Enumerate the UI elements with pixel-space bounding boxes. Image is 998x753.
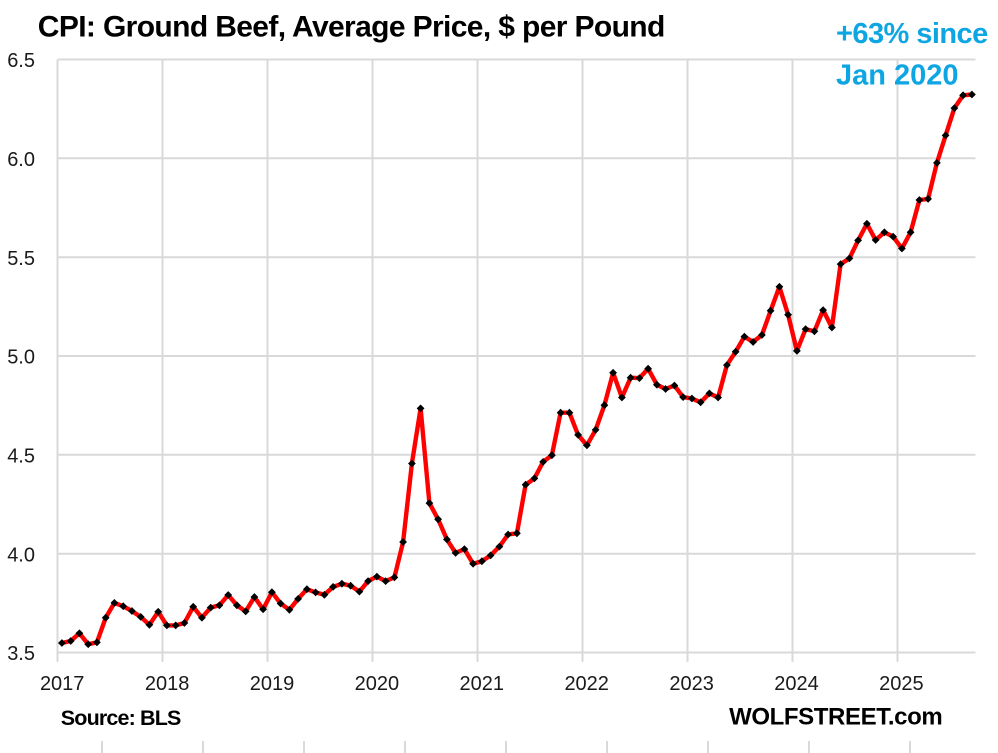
svg-text:+63% since: +63% since xyxy=(836,18,988,50)
svg-text:WOLFSTREET.com: WOLFSTREET.com xyxy=(729,704,942,731)
svg-text:5.5: 5.5 xyxy=(7,248,35,270)
svg-text:2020: 2020 xyxy=(355,673,400,695)
svg-text:2017: 2017 xyxy=(40,673,85,695)
svg-text:2021: 2021 xyxy=(460,673,505,695)
svg-text:Jan 2020: Jan 2020 xyxy=(836,60,959,92)
svg-text:2019: 2019 xyxy=(250,673,295,695)
svg-text:6.5: 6.5 xyxy=(7,50,35,72)
svg-text:2025: 2025 xyxy=(879,673,924,695)
svg-text:3.5: 3.5 xyxy=(7,643,35,665)
svg-text:CPI: Ground Beef, Average Pric: CPI: Ground Beef, Average Price, $ per P… xyxy=(38,11,665,44)
svg-text:4.0: 4.0 xyxy=(7,544,35,566)
svg-text:2018: 2018 xyxy=(145,673,190,695)
svg-text:2023: 2023 xyxy=(669,673,714,695)
svg-text:2022: 2022 xyxy=(564,673,609,695)
svg-text:2024: 2024 xyxy=(774,673,819,695)
svg-text:6.0: 6.0 xyxy=(7,149,35,171)
svg-text:Source: BLS: Source: BLS xyxy=(61,706,181,730)
svg-text:4.5: 4.5 xyxy=(7,446,35,468)
svg-text:5.0: 5.0 xyxy=(7,347,35,369)
